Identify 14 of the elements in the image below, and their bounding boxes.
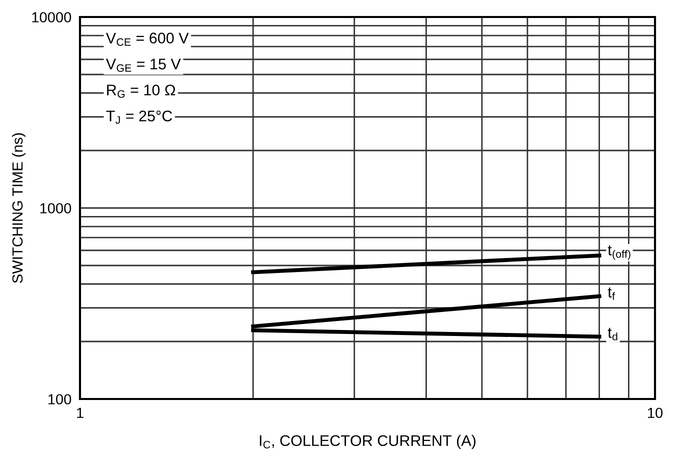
series-label: t$_{d}$ [608,328,618,340]
y-tick-label: 10000 [32,12,72,22]
y-tick-label: 100 [48,394,72,404]
y-axis-title: SWITCHING TIME (ns) [12,133,26,283]
y-tick-label: 1000 [40,203,72,214]
x-axis-title: I$_{C}$, COLLECTOR CURRENT (A) [260,434,476,450]
series-label: t$_{(off)}$ [608,245,630,260]
annotation: V$_{CE}$ = 600 V [106,32,189,46]
annotation: V$_{GE}$ = 15 V [106,58,181,72]
annotation: R$_{G}$ = 10 Ω [107,84,176,98]
series-label: t$_{f}$ [608,288,615,300]
x-tick-label: 10 [648,408,663,418]
annotation: T$_{J}$ = 25°C [106,110,172,124]
x-tick-label: 1 [77,408,84,418]
